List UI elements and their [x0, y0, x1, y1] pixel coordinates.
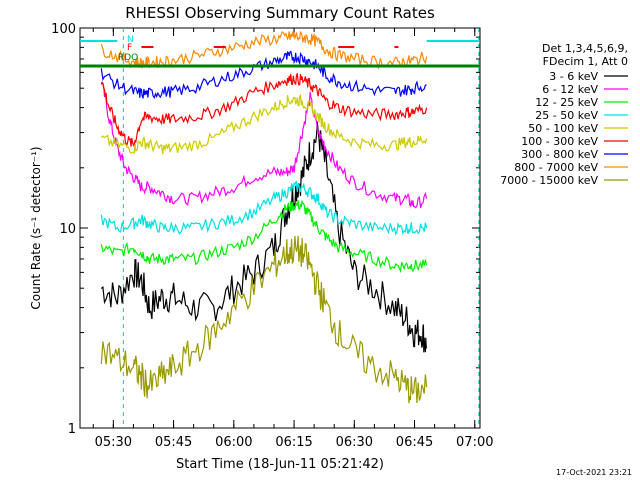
chart-title: RHESSI Observing Summary Count Rates: [125, 4, 435, 22]
series-line: [100, 50, 427, 100]
y-tick-label: 100: [51, 22, 76, 37]
series-line: [100, 30, 428, 70]
series-line: [100, 199, 428, 274]
legend-entry-label: 800 - 7000 keV: [514, 161, 598, 174]
flag-label: F: [127, 43, 132, 53]
legend-entry-label: 100 - 300 keV: [521, 135, 598, 148]
series-line: [100, 235, 428, 404]
x-tick-label: 07:00: [456, 435, 493, 450]
legend-title: Det 1,3,4,5,6,9,: [542, 42, 628, 55]
series-line: [100, 121, 428, 353]
x-tick-label: 05:45: [155, 435, 192, 450]
legend-title: FDecim 1, Att 0: [543, 55, 628, 68]
series-line: [100, 93, 428, 155]
flag-label: RDO: [118, 53, 138, 63]
legend-entry-label: 3 - 6 keV: [549, 70, 598, 83]
footer-date: 17-Oct-2021 23:21: [556, 468, 632, 477]
flag-label: N: [127, 35, 134, 45]
series-line: [100, 180, 428, 236]
series-line: [100, 73, 428, 147]
x-tick-label: 06:45: [396, 435, 433, 450]
x-axis-label: Start Time (18-Jun-11 05:21:42): [176, 457, 384, 472]
x-tick-label: 06:00: [215, 435, 252, 450]
x-tick-label: 05:30: [95, 435, 132, 450]
y-axis-label: Count Rate (s⁻¹ detector⁻¹): [29, 146, 43, 309]
y-tick-label: 1: [68, 422, 76, 437]
x-tick-label: 06:15: [275, 435, 312, 450]
y-tick-label: 10: [59, 222, 76, 237]
legend-entry-label: 50 - 100 keV: [528, 122, 598, 135]
x-tick-label: 06:30: [336, 435, 373, 450]
legend-entry-label: 25 - 50 keV: [535, 109, 598, 122]
legend-entry-label: 6 - 12 keV: [542, 83, 598, 96]
legend-entry-label: 12 - 25 keV: [535, 96, 598, 109]
legend-entry-label: 300 - 800 keV: [521, 148, 598, 161]
series-line: [100, 81, 428, 209]
legend-entry-label: 7000 - 15000 keV: [500, 174, 598, 187]
